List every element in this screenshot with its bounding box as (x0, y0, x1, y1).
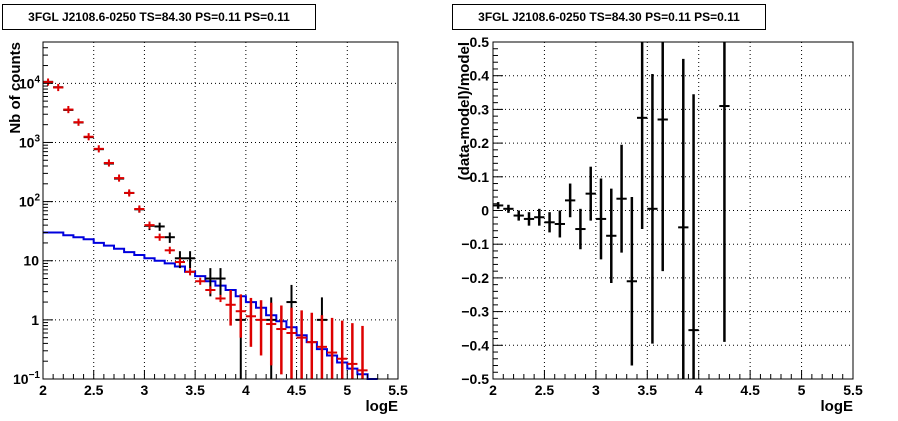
residual-point (719, 42, 730, 342)
residual-point (565, 183, 576, 218)
left-x-tick-label: 3.5 (185, 382, 205, 398)
right-x-tick-label: 4.5 (740, 382, 760, 398)
model-point (245, 297, 256, 347)
left-y-axis-label: Nb of counts (7, 42, 24, 134)
data-point (154, 222, 165, 231)
left-x-tick-label: 4 (242, 382, 250, 398)
data-point (164, 232, 175, 243)
model-point (63, 105, 74, 114)
model-point (337, 320, 348, 379)
residual-point (503, 204, 514, 213)
residual-point (513, 210, 524, 221)
model-point (154, 233, 165, 241)
right-x-tick-label: 5.5 (843, 382, 863, 398)
right-y-tick-label: 0.4 (470, 68, 490, 84)
model-point (296, 310, 307, 379)
model-point (144, 221, 155, 229)
residual-point (626, 197, 637, 366)
residual-point (637, 42, 648, 230)
residual-point (606, 188, 617, 283)
model-point (164, 246, 175, 254)
right-y-axis-label: (data-model)/model (456, 42, 473, 180)
left-y-tick-label: 104 (19, 74, 41, 91)
left-y-tick-label: 10 (23, 253, 39, 269)
right-y-tick-label: −0.1 (461, 236, 489, 252)
residual-point (493, 202, 504, 209)
model-point (225, 289, 236, 326)
right-x-tick-label: 3 (592, 382, 600, 398)
model-point (195, 277, 206, 285)
model-point (347, 323, 358, 379)
left-x-tick-label: 5.5 (388, 382, 408, 398)
residual-point (595, 178, 607, 260)
residual-point (523, 212, 535, 226)
model-point (103, 159, 114, 167)
model-point (134, 205, 145, 213)
model-point (73, 118, 84, 126)
residual-point (585, 166, 596, 221)
model-point (215, 294, 226, 303)
model-point (316, 315, 327, 379)
right-x-tick-label: 3.5 (638, 382, 658, 398)
left-x-tick-label: 5 (343, 382, 351, 398)
model-point (205, 286, 216, 294)
right-y-tick-label: −0.3 (461, 304, 489, 320)
model-point (185, 268, 196, 276)
source-model-histogram (43, 231, 378, 380)
left-chart-title: 3FGL J2108.6-0250 TS=84.30 PS=0.11 PS=0.… (2, 4, 316, 30)
right-y-tick-label: −0.2 (461, 270, 489, 286)
right-y-tick-label: 0.2 (470, 135, 490, 151)
right-y-tick-label: 0.5 (470, 34, 490, 50)
left-x-tick-label: 2.5 (84, 382, 104, 398)
model-point (114, 174, 125, 182)
residual-point (575, 208, 586, 250)
residual-point (657, 42, 668, 272)
model-point (357, 325, 368, 379)
data-point (185, 251, 196, 269)
left-x-tick-label: 3 (141, 382, 149, 398)
model-point (256, 300, 267, 356)
model-point (306, 312, 317, 379)
residual-point (554, 210, 565, 238)
model-point (124, 189, 135, 197)
model-point (53, 83, 64, 92)
model-point (286, 307, 297, 379)
right-x-tick-label: 4 (695, 382, 703, 398)
residual-point (688, 94, 699, 379)
left-plot-area (43, 42, 398, 379)
model-point (276, 305, 287, 375)
model-point (174, 258, 185, 266)
model-point (327, 317, 338, 379)
residual-point (647, 74, 658, 344)
left-y-tick-label: 103 (19, 133, 41, 150)
residual-point (616, 144, 627, 253)
right-x-axis-label: logE (821, 398, 854, 415)
left-x-axis-label: logE (366, 398, 399, 415)
model-point (235, 294, 246, 338)
right-x-tick-label: 5 (798, 382, 806, 398)
right-y-tick-label: 0.3 (470, 101, 490, 117)
residual-point (544, 212, 555, 233)
left-x-tick-label: 2 (39, 382, 47, 398)
model-point (93, 145, 104, 153)
model-point (266, 302, 277, 366)
model-point (43, 78, 54, 86)
data-point (215, 268, 226, 297)
right-x-tick-label: 2.5 (535, 382, 555, 398)
left-y-tick-label: 102 (19, 193, 41, 210)
left-y-tick-label: 10−1 (13, 370, 40, 387)
left-x-tick-label: 4.5 (287, 382, 307, 398)
residual-point (534, 208, 545, 226)
right-y-tick-label: 0.1 (470, 169, 490, 185)
right-x-tick-label: 2 (489, 382, 497, 398)
right-y-tick-label: 0 (481, 203, 489, 219)
model-point (83, 133, 94, 141)
left-y-tick-label: 1 (31, 312, 39, 328)
residual-point (678, 58, 689, 379)
right-y-tick-label: −0.4 (461, 337, 489, 353)
right-y-tick-label: −0.5 (461, 371, 489, 387)
right-chart-title: 3FGL J2108.6-0250 TS=84.30 PS=0.11 PS=0.… (452, 4, 766, 30)
